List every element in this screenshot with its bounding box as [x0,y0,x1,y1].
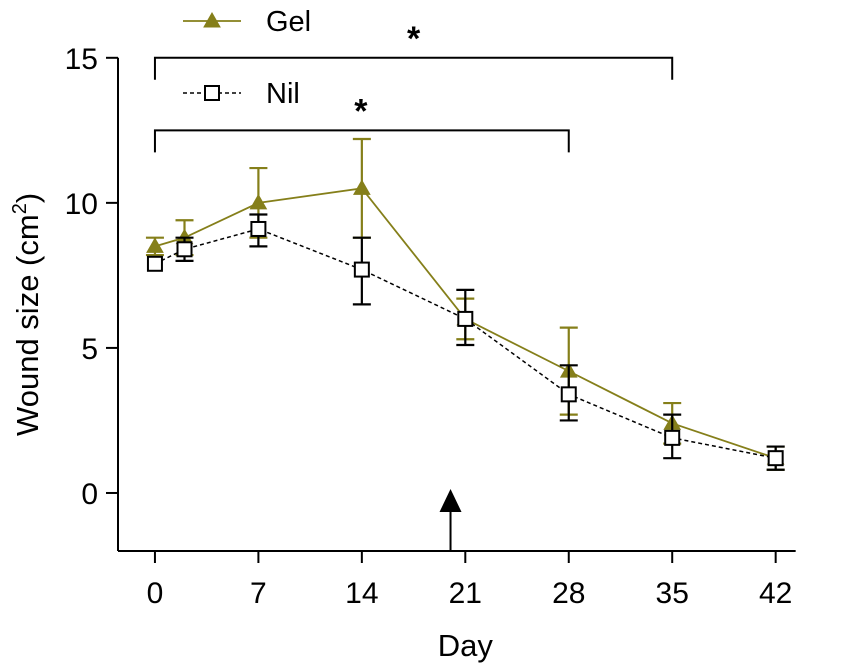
data-point-gel-14 [352,179,371,195]
series-line-gel [154,187,776,460]
x-tick-label-14: 14 [345,577,378,610]
legend-label-nil: Nil [266,78,300,110]
series-layer [145,137,785,471]
y-tick-label-15: 15 [65,43,98,76]
y-tick-label-0: 0 [81,478,98,511]
significance-bracket-1 [153,129,570,153]
y-axis-title-end: ) [10,193,45,203]
y-axis-title-main: Wound size (cm [10,214,45,436]
data-point-gel-0 [146,237,164,253]
annotations [439,489,462,551]
x-tick-label-21: 21 [449,577,482,610]
legend-marker-nil [204,85,220,101]
x-tick-label-35: 35 [656,577,689,610]
y-tick-label-5: 5 [81,333,98,366]
legend-label-gel: Gel [266,6,311,38]
significance-star-1: * [354,92,368,130]
treatment-arrow-head [439,489,462,512]
axes: 0 5 10 15 0 7 14 21 28 35 42 Day Wound size (cm2) [9,43,796,663]
x-tick-label-0: 0 [147,577,164,610]
data-point-nil-35 [664,429,681,446]
data-point-nil-0 [146,255,163,272]
data-point-nil-28 [560,386,577,403]
series-nil [146,213,785,471]
x-tick-label-42: 42 [759,577,792,610]
data-point-nil-7 [250,220,267,237]
significance-brackets: ** [153,20,674,153]
y-axis-title: Wound size (cm2) [9,193,45,436]
data-point-nil-14 [353,261,370,278]
x-tick-label-28: 28 [552,577,585,610]
y-axis-title-superscript: 2 [9,203,31,214]
series-line-nil [154,228,776,459]
x-axis-title: Day [438,628,494,663]
data-point-gel-7 [249,193,268,210]
legend: Gel Nil [183,6,311,110]
x-tick-label-7: 7 [250,577,267,610]
data-point-nil-2 [176,241,193,258]
data-point-nil-42 [767,450,784,467]
significance-bracket-0 [153,56,674,80]
y-tick-label-10: 10 [65,188,98,221]
significance-star-0: * [407,20,421,58]
legend-marker-gel [203,11,221,28]
data-point-nil-21 [457,310,474,327]
